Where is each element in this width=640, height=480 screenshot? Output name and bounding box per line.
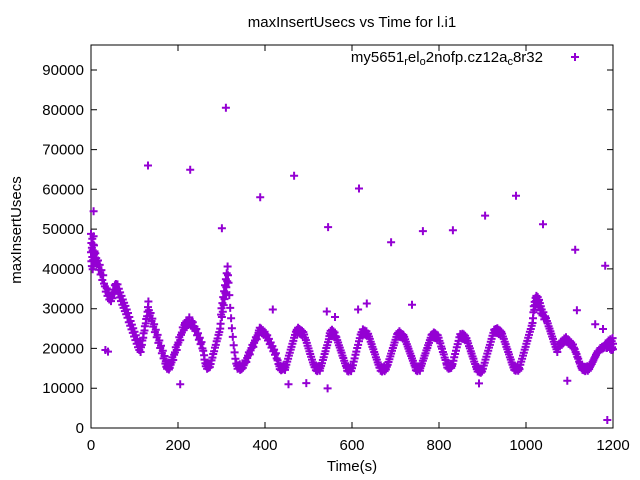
y-tick-label: 30000	[42, 301, 84, 318]
x-tick-label: 1000	[509, 437, 542, 454]
y-tick-label: 90000	[42, 62, 84, 79]
y-tick-label: 70000	[42, 142, 84, 159]
x-axis-label: Time(s)	[327, 458, 377, 475]
y-tick-label: 50000	[42, 221, 84, 238]
legend-plus-marker-icon	[571, 53, 579, 61]
y-tick-label: 10000	[42, 380, 84, 397]
data-points	[87, 103, 617, 424]
x-axis-ticks: 0 200 400 600 800 1000 1200	[87, 45, 630, 454]
x-tick-label: 400	[252, 437, 277, 454]
chart-title: maxInsertUsecs vs Time for l.i1	[248, 14, 456, 31]
x-tick-label: 200	[165, 437, 190, 454]
legend-series-label: my5651relo2nofp.cz12ac8r32	[351, 49, 543, 68]
legend: my5651relo2nofp.cz12ac8r32	[351, 49, 579, 68]
y-axis-ticks: 0 10000 20000 30000 40000 50000 60000 70000 8000…	[42, 62, 613, 437]
y-tick-label: 0	[76, 420, 84, 437]
x-tick-label: 800	[426, 437, 451, 454]
x-tick-label: 600	[339, 437, 364, 454]
y-tick-label: 40000	[42, 261, 84, 278]
y-tick-label: 60000	[42, 181, 84, 198]
y-tick-label: 80000	[42, 102, 84, 119]
x-tick-label: 0	[87, 437, 95, 454]
y-tick-label: 20000	[42, 340, 84, 357]
y-axis-label: maxInsertUsecs	[8, 176, 25, 284]
x-tick-label: 1200	[596, 437, 629, 454]
